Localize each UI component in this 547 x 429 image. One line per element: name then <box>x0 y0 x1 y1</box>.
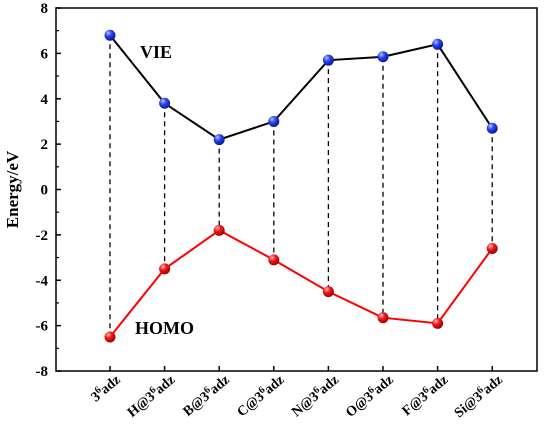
point-vie <box>104 29 116 41</box>
y-tick-label: -8 <box>36 364 49 380</box>
point-homo <box>159 263 171 275</box>
x-tick-label: 36adz <box>87 371 123 405</box>
series-lines <box>109 34 494 338</box>
y-tick-label: 2 <box>41 137 49 153</box>
plot-frame <box>55 7 538 372</box>
y-axis: 8 6 4 2 0 -2 -4 -6 -8 <box>36 1 61 380</box>
point-homo <box>377 312 389 324</box>
series-markers <box>104 29 498 343</box>
y-tick-label: -4 <box>36 273 49 289</box>
y-tick-label: 4 <box>41 92 49 108</box>
y-axis-title: Energy/eV <box>3 150 22 228</box>
x-tick-label: H@36adz <box>124 371 179 421</box>
series-line-homo <box>109 229 494 338</box>
point-vie <box>377 51 389 63</box>
x-tick-label: N@36adz <box>288 371 342 420</box>
x-tick-label: Si@36adz <box>451 371 506 421</box>
y-tick-label: 0 <box>41 183 49 199</box>
x-axis: 36adzH@36adzB@36adzC@36adzN@36adzO@36adz… <box>87 366 506 421</box>
x-tick-label: B@36adz <box>179 371 232 420</box>
x-tick-label: O@36adz <box>342 371 397 421</box>
point-vie <box>159 97 171 109</box>
point-vie <box>213 134 225 146</box>
point-homo <box>268 254 280 266</box>
point-vie <box>486 122 498 134</box>
connector-lines <box>109 35 493 337</box>
point-homo <box>213 224 225 236</box>
point-homo <box>432 317 444 329</box>
y-tick-label: -2 <box>36 228 49 244</box>
y-tick-label: 6 <box>41 46 49 62</box>
x-tick-label: C@36adz <box>233 371 287 420</box>
point-vie <box>432 38 444 50</box>
point-vie <box>322 54 334 66</box>
series-label-vie: VIE <box>140 42 172 62</box>
series-label-homo: HOMO <box>135 318 194 338</box>
x-tick-label: F@36adz <box>398 371 451 419</box>
point-homo <box>486 242 498 254</box>
y-tick-label: 8 <box>41 1 49 17</box>
point-homo <box>322 286 334 298</box>
series-line-vie <box>109 34 494 141</box>
y-tick-label: -6 <box>36 319 49 335</box>
point-vie <box>268 115 280 127</box>
point-homo <box>104 331 116 343</box>
